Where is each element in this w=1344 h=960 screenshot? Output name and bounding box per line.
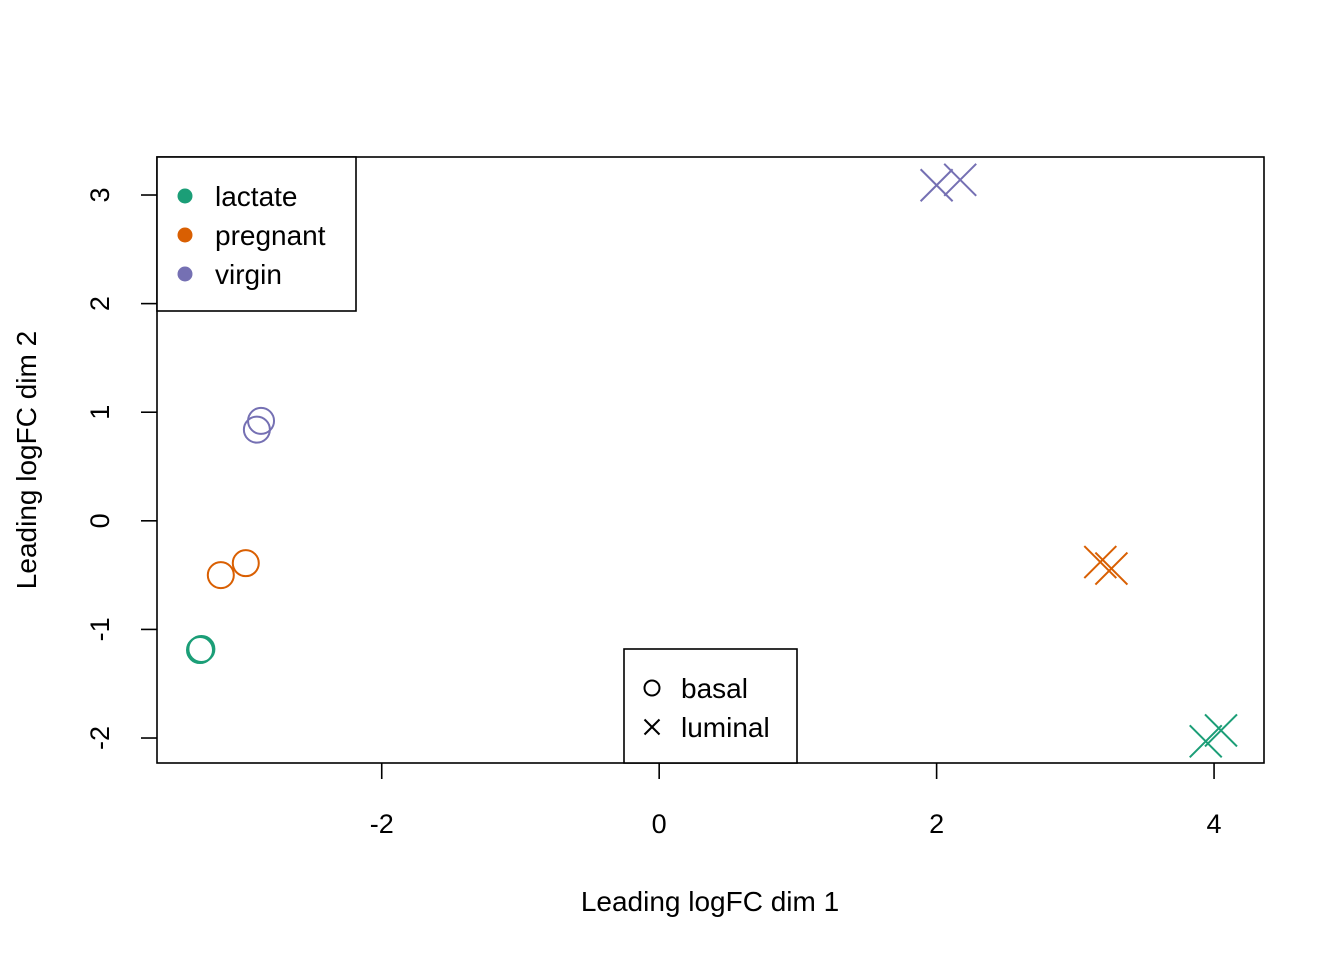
y-axis-title: Leading logFC dim 2: [11, 331, 42, 589]
point-virgin-luminal: [919, 168, 954, 202]
legend-label-pregnant: pregnant: [215, 220, 326, 251]
legend-label-basal: basal: [681, 673, 748, 704]
point-virgin-basal: [247, 406, 276, 435]
y-tick-label: 1: [85, 405, 115, 420]
point-lactate-basal: [186, 636, 215, 665]
legend-swatch-virgin: [177, 266, 193, 282]
x-axis-title: Leading logFC dim 1: [581, 886, 839, 917]
y-tick-label: 3: [85, 187, 115, 202]
point-lactate-luminal: [1204, 713, 1238, 748]
legend-condition: lactate pregnant virgin: [156, 156, 357, 312]
x-tick-label: 4: [1207, 809, 1222, 839]
x-axis: -2 0 2 4: [370, 763, 1222, 839]
legend-marker-basal: [643, 679, 661, 697]
y-tick-label: 2: [85, 296, 115, 311]
data-points: [186, 163, 1238, 758]
legend-label-virgin: virgin: [215, 259, 282, 290]
y-tick-label: -1: [85, 617, 115, 641]
x-tick-label: 0: [652, 809, 667, 839]
y-tick-label: -2: [85, 726, 115, 750]
y-axis: -2 -1 0 1 2 3: [85, 187, 157, 750]
legend-swatch-pregnant: [177, 227, 193, 243]
point-pregnant-basal: [206, 561, 235, 590]
y-tick-label: 0: [85, 513, 115, 528]
point-pregnant-basal: [231, 549, 260, 578]
point-pregnant-luminal: [1083, 545, 1118, 579]
legend-label-luminal: luminal: [681, 712, 770, 743]
legend-box: [623, 648, 798, 764]
point-lactate-luminal: [1189, 724, 1223, 758]
legend-label-lactate: lactate: [215, 181, 298, 212]
point-virgin-luminal: [943, 163, 977, 197]
legend-swatch-lactate: [177, 188, 193, 204]
x-tick-label: 2: [929, 809, 944, 839]
point-lactate-basal: [187, 634, 216, 663]
legend-marker-luminal: [643, 718, 661, 736]
x-tick-label: -2: [370, 809, 394, 839]
legend-cell-type: basal luminal: [623, 648, 798, 764]
point-pregnant-luminal: [1094, 551, 1129, 586]
